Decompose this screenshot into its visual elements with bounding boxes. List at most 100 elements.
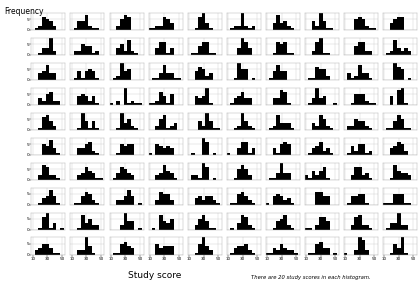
- Bar: [131, 51, 134, 55]
- Bar: [166, 53, 170, 55]
- Bar: [316, 67, 319, 80]
- Bar: [397, 115, 401, 130]
- Bar: [109, 103, 113, 105]
- Bar: [287, 26, 291, 30]
- Bar: [46, 167, 49, 180]
- Bar: [237, 148, 241, 155]
- Bar: [177, 78, 181, 80]
- Bar: [166, 194, 170, 205]
- Bar: [319, 242, 323, 255]
- Bar: [194, 53, 198, 55]
- Bar: [354, 19, 358, 30]
- Bar: [334, 252, 337, 255]
- Bar: [326, 178, 330, 180]
- Bar: [408, 51, 411, 55]
- Bar: [383, 203, 386, 205]
- Bar: [291, 53, 294, 55]
- Bar: [244, 217, 248, 230]
- Bar: [334, 103, 337, 105]
- Bar: [163, 65, 166, 80]
- Bar: [163, 194, 166, 205]
- Bar: [280, 196, 284, 205]
- Bar: [124, 146, 127, 155]
- Bar: [124, 51, 127, 55]
- Bar: [369, 28, 372, 30]
- Bar: [230, 228, 233, 230]
- Bar: [330, 153, 334, 155]
- Bar: [191, 153, 194, 155]
- Bar: [81, 250, 85, 255]
- Bar: [116, 153, 120, 155]
- Bar: [390, 128, 393, 130]
- Bar: [159, 92, 163, 105]
- Bar: [393, 146, 397, 155]
- Bar: [85, 46, 88, 55]
- Bar: [205, 88, 209, 105]
- Bar: [308, 252, 312, 255]
- Bar: [81, 148, 85, 155]
- Bar: [212, 153, 216, 155]
- Bar: [393, 40, 397, 55]
- Bar: [163, 246, 166, 255]
- Bar: [369, 51, 372, 55]
- Bar: [358, 94, 362, 105]
- Bar: [85, 15, 88, 30]
- Bar: [244, 121, 248, 130]
- Bar: [170, 246, 173, 255]
- Bar: [85, 192, 88, 205]
- Bar: [273, 248, 276, 255]
- Bar: [205, 246, 209, 255]
- Bar: [241, 246, 244, 255]
- Bar: [152, 78, 155, 80]
- Bar: [397, 48, 401, 55]
- Bar: [323, 69, 326, 80]
- Bar: [209, 103, 212, 105]
- Bar: [237, 194, 241, 205]
- Bar: [78, 71, 81, 80]
- Bar: [120, 144, 124, 155]
- Bar: [408, 128, 411, 130]
- Text: There are 20 study scores in each histogram.: There are 20 study scores in each histog…: [251, 275, 371, 280]
- Bar: [205, 113, 209, 130]
- Bar: [365, 226, 369, 230]
- Bar: [404, 48, 408, 55]
- Bar: [401, 233, 404, 255]
- Bar: [365, 51, 369, 55]
- Bar: [273, 228, 276, 230]
- Bar: [365, 74, 369, 80]
- Bar: [291, 203, 294, 205]
- Bar: [49, 190, 53, 205]
- Bar: [116, 200, 120, 205]
- Bar: [393, 165, 397, 180]
- Bar: [330, 128, 334, 130]
- Bar: [92, 173, 96, 180]
- Bar: [276, 98, 280, 105]
- Bar: [319, 142, 323, 155]
- Bar: [163, 96, 166, 105]
- Bar: [120, 19, 124, 30]
- Bar: [81, 196, 85, 205]
- Bar: [280, 219, 284, 230]
- Bar: [233, 203, 237, 205]
- Bar: [173, 78, 177, 80]
- Bar: [244, 244, 248, 255]
- Bar: [198, 121, 202, 130]
- Bar: [344, 252, 347, 255]
- Bar: [202, 96, 205, 105]
- Bar: [248, 226, 252, 230]
- Bar: [369, 78, 372, 80]
- Bar: [209, 74, 212, 80]
- Bar: [312, 21, 316, 30]
- Bar: [120, 200, 124, 205]
- Bar: [42, 217, 46, 230]
- Bar: [205, 167, 209, 180]
- Bar: [362, 175, 365, 180]
- Bar: [390, 223, 393, 230]
- Bar: [397, 248, 401, 255]
- Bar: [265, 203, 269, 205]
- Bar: [244, 142, 248, 155]
- Bar: [244, 98, 248, 105]
- Bar: [252, 26, 255, 30]
- Bar: [92, 226, 96, 230]
- Bar: [372, 28, 376, 30]
